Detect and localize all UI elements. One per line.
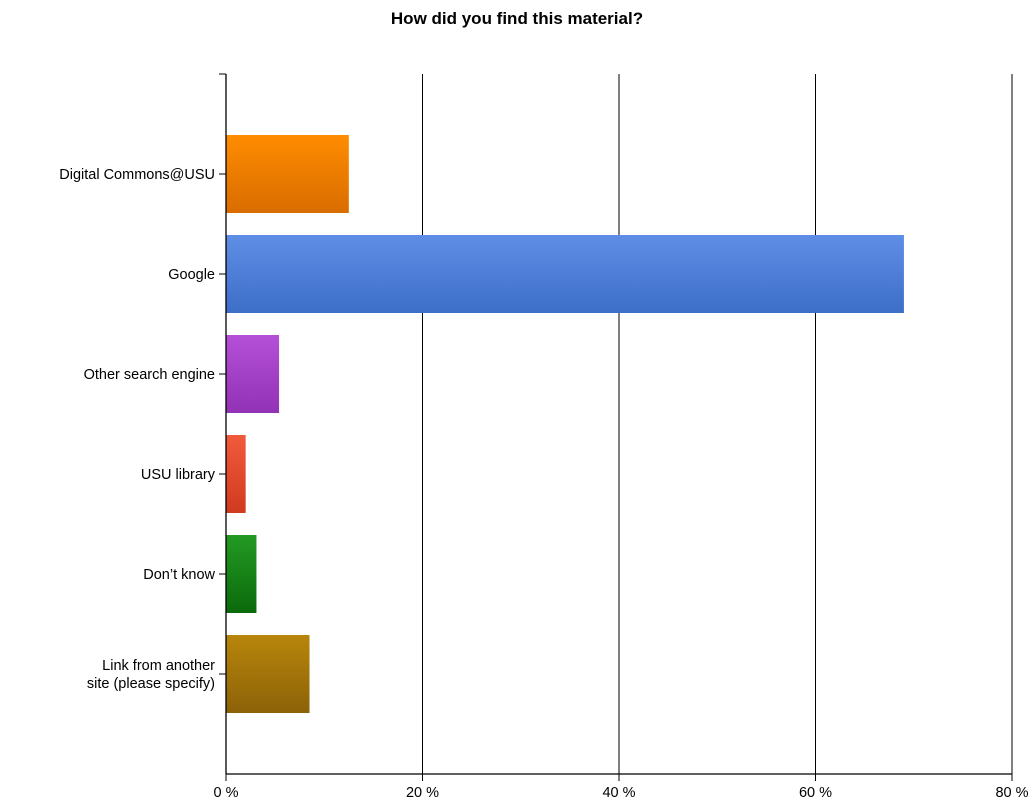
labels: 0 % 20 % 40 % 60 % 80 % Digital Commons@USU Go…	[59, 167, 1028, 801]
category-label: Link from another	[102, 658, 215, 674]
category-label: site (please specify)	[87, 676, 215, 692]
x-tick-label: 60 %	[799, 785, 832, 801]
category-label: Don’t know	[143, 567, 215, 583]
category-label: USU library	[141, 467, 216, 483]
bar-5	[226, 635, 310, 713]
bar-2	[226, 335, 280, 413]
gridlines	[422, 74, 1013, 774]
bars	[226, 135, 904, 713]
x-tick-label: 80 %	[995, 785, 1028, 801]
chart-title: How did you find this material?	[390, 9, 644, 28]
category-label: Other search engine	[84, 367, 215, 383]
bar-1	[226, 235, 904, 313]
x-tick-label: 20 %	[406, 785, 439, 801]
x-tick-label: 40 %	[602, 785, 635, 801]
x-tick-label: 0 %	[214, 785, 239, 801]
axes	[219, 73, 1013, 781]
bar-4	[226, 535, 257, 613]
category-label: Digital Commons@USU	[59, 167, 215, 183]
bar-3	[226, 435, 246, 513]
bar-0	[226, 135, 349, 213]
category-label: Google	[168, 267, 215, 283]
